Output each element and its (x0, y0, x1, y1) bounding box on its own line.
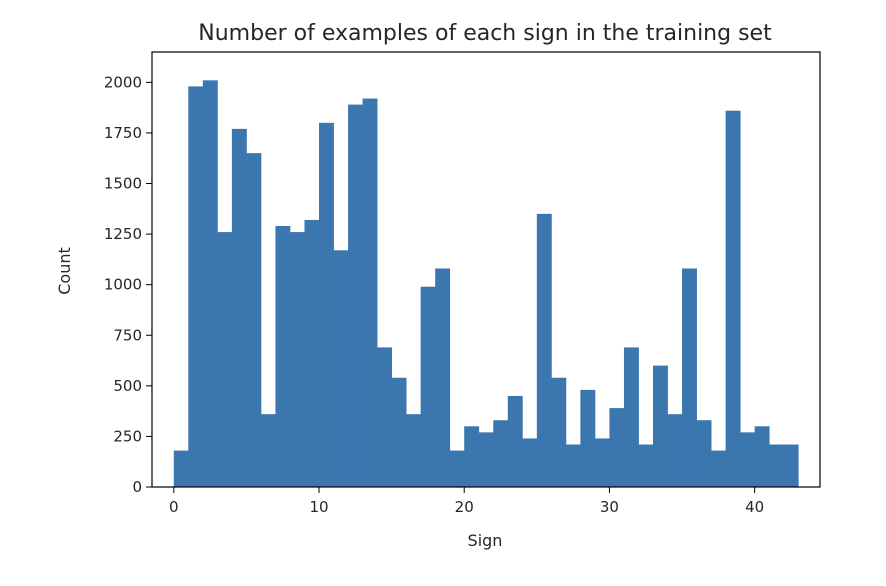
y-tick-label: 1500 (104, 175, 142, 193)
histogram-bar (202, 80, 218, 487)
histogram-bar (449, 450, 465, 487)
histogram-bar (653, 365, 668, 487)
histogram-bar (377, 347, 393, 487)
histogram-bar (435, 268, 451, 487)
x-axis-label: Sign (468, 531, 503, 550)
histogram-bar (362, 98, 378, 487)
histogram-bar (769, 444, 785, 487)
histogram-bar (667, 414, 683, 487)
y-tick-label: 750 (113, 326, 142, 344)
histogram-bar (783, 444, 799, 487)
x-tick-label: 30 (600, 498, 619, 516)
y-axis-label: Count (55, 247, 74, 295)
histogram-bar (304, 219, 320, 487)
histogram-bar (333, 250, 349, 487)
histogram-bar (493, 420, 509, 487)
histogram-bar (406, 414, 422, 487)
histogram-bar (507, 395, 523, 487)
histogram-bar (464, 426, 480, 487)
histogram-bar (536, 213, 552, 488)
histogram-bar (754, 426, 770, 487)
y-tick-label: 1750 (104, 124, 142, 142)
x-tick-label: 20 (455, 498, 474, 516)
plot-frame (151, 51, 821, 488)
histogram-bar (551, 377, 567, 487)
histogram-bar (725, 110, 741, 488)
histogram-bar (609, 408, 625, 487)
y-axis: 0 250 500 750 1000 1250 1500 1750 2000 (104, 73, 152, 496)
histogram-bar (319, 122, 334, 487)
histogram-bar (348, 104, 363, 487)
histogram-bar (246, 153, 262, 487)
bars-group (173, 80, 799, 488)
histogram-bar (638, 444, 654, 487)
histogram-bar (260, 414, 276, 487)
chart-title: Number of examples of each sign in the t… (198, 21, 772, 46)
y-tick-label: 1250 (104, 225, 142, 243)
x-axis: 0 10 20 30 40 (169, 487, 764, 516)
y-tick-label: 0 (132, 478, 142, 496)
histogram-bar (522, 438, 538, 487)
histogram-bar (217, 232, 233, 487)
y-tick-label: 500 (113, 377, 142, 395)
y-tick-label: 250 (113, 427, 142, 445)
histogram-bar (478, 432, 494, 487)
histogram-bar (565, 444, 581, 487)
histogram-bar (623, 347, 639, 487)
histogram-bar (188, 86, 204, 488)
histogram-bar (289, 232, 305, 487)
x-tick-label: 40 (745, 498, 764, 516)
histogram-bar (740, 432, 756, 487)
y-tick-label: 2000 (104, 73, 142, 91)
histogram-bar (391, 377, 407, 487)
x-tick-label: 0 (169, 498, 179, 516)
histogram-bar (231, 128, 247, 487)
histogram-bar (173, 450, 189, 487)
histogram-bar (711, 450, 727, 487)
histogram-bar (580, 389, 596, 487)
y-tick-label: 1000 (104, 276, 142, 294)
x-tick-label: 10 (309, 498, 328, 516)
histogram-bar (696, 420, 712, 487)
histogram-bar (594, 438, 610, 487)
histogram-bar (275, 226, 291, 487)
histogram-bar (682, 268, 697, 487)
histogram-bar (420, 286, 436, 487)
